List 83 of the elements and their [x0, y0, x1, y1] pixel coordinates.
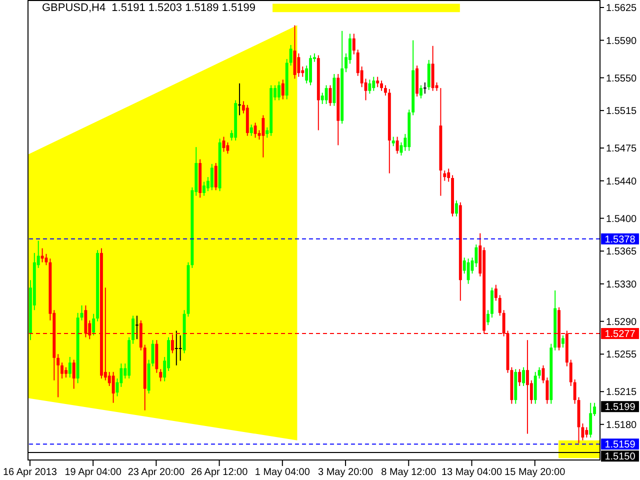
- chart-title: GBPUSD,H4 1.5191 1.5203 1.5189 1.5199: [42, 2, 256, 14]
- candlestick: [490, 287, 494, 318]
- candlestick: [262, 114, 265, 158]
- candlestick: [573, 378, 576, 404]
- candlestick: [132, 315, 134, 344]
- y-tick-label: 1.5590: [606, 36, 638, 47]
- candlestick: [281, 79, 284, 100]
- candlestick: [254, 122, 257, 138]
- y-tick-label: 1.5290: [606, 316, 638, 328]
- x-tick-label: 16 Apr 2013: [3, 467, 58, 478]
- candlestick: [289, 44, 292, 66]
- candlestick: [372, 76, 376, 92]
- candlestick: [174, 330, 178, 366]
- candlestick: [210, 163, 214, 191]
- candlestick: [214, 162, 218, 191]
- candlestick: [518, 368, 522, 386]
- candlestick: [562, 334, 564, 348]
- x-tick-label: 1 May 04:00: [254, 467, 310, 478]
- y-tick-label: 1.5180: [606, 420, 638, 431]
- y-tick-label: 1.5440: [606, 176, 638, 188]
- candlestick: [589, 402, 592, 438]
- x-tick-label: 8 May 12:00: [381, 467, 437, 478]
- y-tick-label: 1.5215: [606, 387, 638, 398]
- candlestick: [585, 426, 588, 438]
- candlestick: [72, 359, 76, 390]
- candlestick: [447, 168, 450, 182]
- candlestick: [40, 248, 44, 263]
- candlestick: [392, 136, 395, 147]
- candlestick: [352, 33, 356, 55]
- y-tick-label: 1.5625: [606, 3, 638, 14]
- candlestick: [427, 59, 430, 90]
- ref-line-label: 1.5159: [604, 440, 636, 451]
- y-tick-label: 1.5550: [606, 73, 638, 84]
- candlestick: [494, 284, 498, 302]
- y-tick-label: 1.5515: [606, 106, 638, 118]
- candlestick: [522, 366, 525, 386]
- candlestick: [380, 80, 383, 92]
- candlestick: [324, 84, 328, 104]
- candlestick: [396, 136, 399, 154]
- candlestick: [92, 313, 96, 336]
- candlestick: [526, 340, 529, 434]
- text: 1.5199: [604, 402, 636, 414]
- candlestick: [250, 124, 253, 136]
- candlestick: [64, 366, 68, 378]
- candlestick: [159, 368, 162, 382]
- candlestick: [202, 181, 206, 196]
- candlestick: [320, 92, 324, 104]
- y-tick-label: 1.5255: [606, 350, 638, 361]
- candlestick: [376, 76, 380, 88]
- candlestick: [348, 33, 352, 64]
- candlestick: [278, 81, 280, 101]
- candlestick: [238, 82, 242, 116]
- candlestick: [368, 79, 372, 94]
- y-tick-label: 1.5475: [606, 144, 638, 155]
- x-tick-label: 3 May 20:00: [318, 467, 374, 478]
- x-tick-label: 15 May 20:00: [504, 467, 566, 478]
- candlestick: [178, 334, 182, 362]
- ref-line-label: 1.5378: [604, 234, 636, 246]
- candlestick: [466, 258, 470, 284]
- x-tick-label: 26 Apr 12:00: [190, 467, 248, 478]
- x-tick-label: 23 Apr 20:00: [128, 467, 185, 478]
- ref-line-label: 1.5150: [604, 452, 636, 463]
- candlestick: [455, 200, 458, 217]
- y-tick-label: 1.5365: [606, 246, 638, 258]
- candlestick: [486, 310, 490, 326]
- candlestick: [56, 354, 60, 398]
- candlestick: [422, 82, 427, 94]
- candlestick: [68, 356, 72, 378]
- candlestick: [538, 366, 541, 379]
- candlestick: [420, 84, 422, 99]
- ref-line-label: 1.5277: [604, 329, 636, 340]
- x-tick-label: 13 May 04:00: [441, 467, 502, 478]
- y-tick-label: 1.5330: [606, 279, 638, 290]
- y-tick-label: 1.5400: [606, 214, 638, 225]
- candlestick: [498, 294, 502, 316]
- candlestick: [384, 84, 387, 96]
- candlestick: [135, 315, 139, 340]
- candlestick: [60, 362, 64, 379]
- candlestick: [297, 52, 300, 78]
- candlestick: [443, 170, 446, 182]
- candlestick: [569, 359, 572, 386]
- x-tick-label: 19 Apr 04:00: [64, 467, 122, 478]
- candlestick: [112, 371, 115, 404]
